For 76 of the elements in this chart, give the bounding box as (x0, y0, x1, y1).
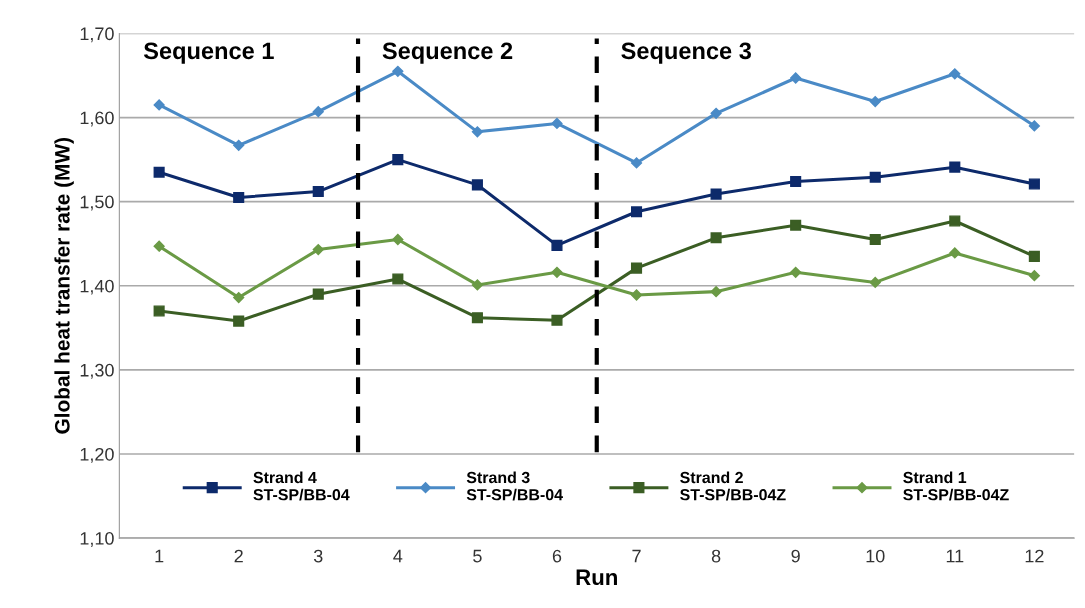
point (1028, 250, 1040, 262)
point (790, 219, 802, 231)
point (551, 117, 563, 130)
point (630, 289, 643, 301)
legend-label: Strand 1 ST-SP/BB-04Z (903, 471, 1009, 501)
x-tick-label: 4 (393, 549, 403, 563)
x-tick-label: 9 (791, 549, 800, 563)
point (790, 175, 802, 188)
point (949, 68, 961, 80)
point (233, 315, 245, 327)
x-tick-label: 3 (313, 549, 323, 563)
point (392, 233, 404, 246)
annotation: Sequence 1 (143, 42, 274, 64)
point (551, 266, 563, 278)
point (471, 312, 483, 324)
y-tick-label: 1,50 (80, 195, 114, 211)
point (153, 166, 165, 178)
legend-label: Strand 2 ST-SP/BB-04Z (680, 471, 786, 501)
x-tick-label: 5 (473, 549, 482, 563)
point (790, 72, 802, 84)
y-tick-label: 1,60 (80, 111, 114, 127)
point (790, 266, 802, 278)
point (153, 240, 165, 252)
legend-label: Strand 3 ST-SP/BB-04 (466, 471, 563, 501)
x-tick-label: 1 (155, 549, 164, 563)
point (869, 171, 881, 183)
annotation: Sequence 3 (621, 42, 751, 64)
point (392, 154, 404, 166)
point (630, 262, 643, 274)
point (312, 186, 324, 198)
x-tick-label: 12 (1025, 549, 1044, 563)
point (949, 247, 961, 259)
point (153, 99, 165, 111)
y-axis-title: Global heat transfer rate (MW) (54, 138, 74, 434)
x-tick-label: 8 (711, 549, 721, 563)
point (710, 188, 722, 200)
point (1028, 178, 1040, 190)
point (392, 65, 404, 77)
point (869, 95, 881, 108)
point (471, 126, 484, 138)
y-tick-label: 1,40 (80, 279, 114, 295)
point (710, 232, 722, 244)
point (869, 276, 881, 289)
x-axis-title: Run (576, 569, 617, 586)
point (710, 286, 722, 298)
point (392, 273, 404, 285)
point (471, 279, 484, 291)
point (949, 215, 961, 227)
x-tick-label: 2 (234, 549, 243, 563)
x-tick-label: 6 (552, 549, 562, 563)
annotation: Sequence 2 (382, 42, 513, 64)
point (312, 243, 324, 256)
y-tick-label: 1,10 (80, 532, 114, 547)
point (233, 291, 245, 304)
y-tick-label: 1,70 (80, 27, 114, 43)
point (233, 139, 245, 151)
x-tick-label: 11 (946, 549, 964, 563)
point (869, 233, 881, 246)
point (551, 239, 563, 251)
point (630, 157, 643, 169)
point (710, 107, 722, 119)
point (551, 314, 563, 326)
x-tick-label: 10 (866, 549, 885, 563)
y-tick-label: 1,30 (80, 363, 114, 379)
legend-label: Strand 4 ST-SP/BB-04 (253, 471, 350, 501)
point (312, 288, 324, 300)
point (1028, 120, 1040, 132)
point (471, 179, 483, 191)
x-tick-label: 7 (632, 549, 641, 563)
y-tick-label: 1,20 (80, 447, 114, 463)
point (233, 191, 245, 204)
point (153, 305, 165, 317)
point (630, 206, 643, 218)
point (949, 161, 961, 173)
point (312, 106, 324, 118)
point (1028, 270, 1040, 282)
